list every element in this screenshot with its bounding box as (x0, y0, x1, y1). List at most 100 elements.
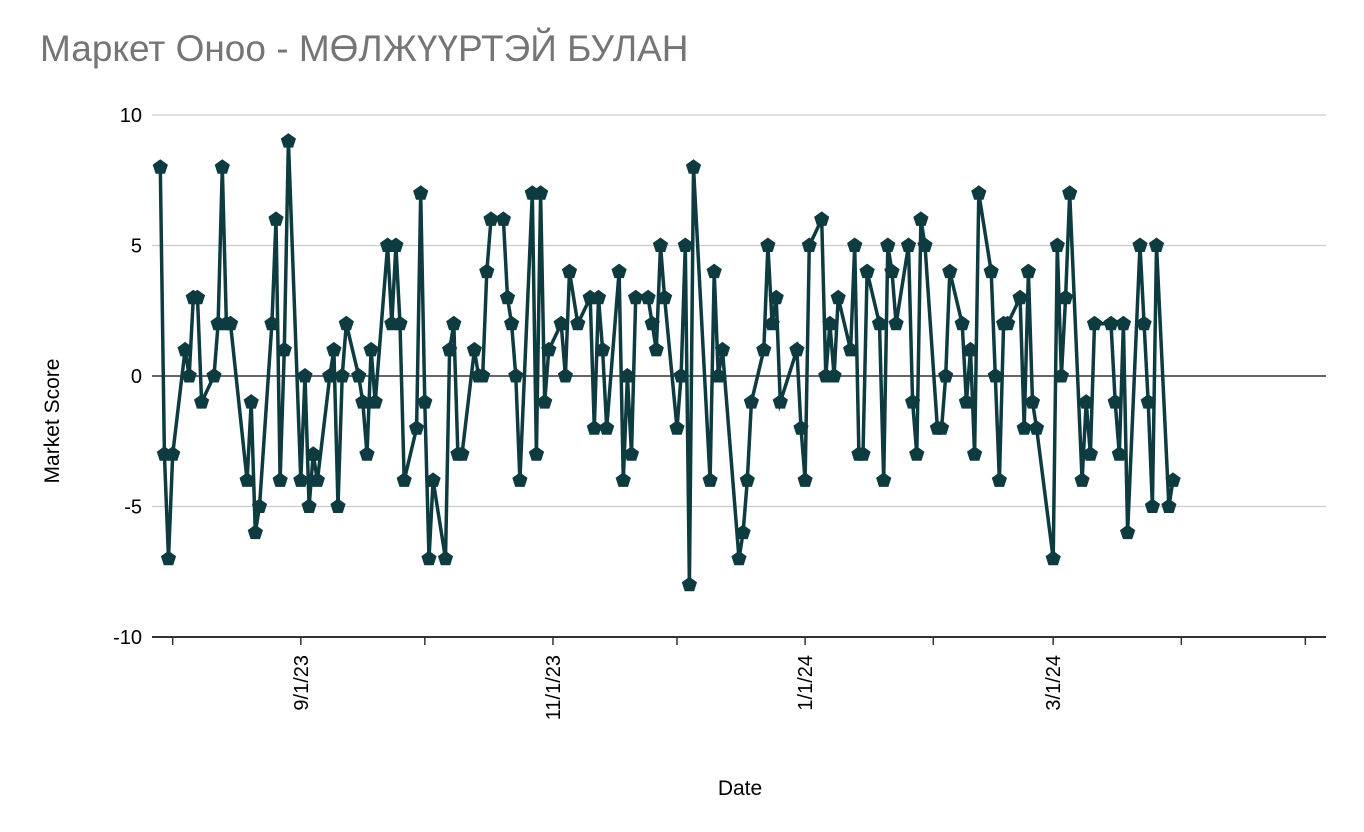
data-point (1049, 237, 1065, 252)
series-layer (152, 133, 1181, 592)
data-point (1136, 315, 1152, 331)
data-point (533, 185, 549, 200)
data-point (495, 211, 511, 226)
data-point (1082, 446, 1098, 461)
data-point (528, 446, 545, 461)
data-point (189, 289, 206, 305)
data-point (243, 394, 259, 409)
data-point (537, 394, 553, 409)
data-point (1029, 420, 1045, 435)
data-point (983, 263, 999, 279)
data-point (640, 289, 656, 305)
data-point (909, 446, 925, 461)
data-point (1144, 498, 1160, 513)
data-point (351, 368, 367, 383)
data-point (1024, 394, 1041, 409)
data-point (673, 368, 689, 383)
y-tick-label: -10 (113, 627, 142, 649)
data-point (760, 237, 776, 252)
y-axis-title: Market Score (41, 359, 64, 484)
data-point (222, 315, 239, 331)
data-point (165, 446, 181, 461)
data-point (1132, 237, 1148, 252)
data-point (652, 237, 669, 252)
data-point (917, 237, 933, 252)
data-point (611, 263, 627, 279)
data-point (669, 420, 685, 435)
data-point (623, 446, 640, 461)
data-point (1058, 289, 1074, 305)
data-point (1140, 394, 1156, 409)
data-point (194, 394, 210, 409)
data-point (479, 263, 495, 279)
x-axis-title: Date (718, 777, 762, 800)
data-point (206, 368, 222, 383)
data-point (991, 472, 1007, 487)
data-point (454, 446, 470, 461)
data-point (1078, 394, 1094, 409)
data-point (338, 315, 354, 331)
data-point (685, 159, 702, 174)
data-point (239, 472, 255, 487)
data-point (900, 237, 917, 252)
data-point (1115, 315, 1132, 331)
data-point (938, 368, 954, 383)
data-point (880, 237, 896, 252)
data-point (425, 472, 441, 487)
data-point (388, 237, 404, 252)
data-point (615, 472, 631, 487)
x-axis-ticks: 9/1/23 11/1/23 1/1/24 3/1/24 (291, 655, 1065, 720)
data-point (913, 211, 929, 226)
series-line (158, 141, 1175, 585)
data-point (499, 289, 516, 305)
data-point (330, 498, 346, 513)
data-point (1074, 472, 1090, 487)
data-point (681, 576, 697, 592)
x-tick-label: 11/1/23 (543, 655, 565, 720)
data-point (1053, 368, 1069, 383)
data-point (971, 185, 987, 200)
data-point (702, 472, 718, 487)
data-point (276, 341, 292, 357)
data-point (504, 315, 520, 331)
data-point (871, 315, 888, 331)
x-tick-label: 1/1/24 (795, 655, 817, 711)
y-tick-label: 10 (120, 105, 142, 127)
data-point (181, 368, 197, 383)
data-point (1165, 472, 1181, 487)
data-point (1016, 420, 1032, 435)
data-point (756, 341, 772, 357)
data-point (793, 420, 809, 435)
data-point (586, 420, 602, 435)
data-point (599, 420, 615, 435)
data-point (677, 237, 693, 252)
data-point (305, 446, 321, 461)
data-point (855, 446, 871, 461)
x-tick-label: 3/1/24 (1043, 655, 1065, 711)
data-point (714, 341, 731, 357)
data-point (768, 289, 784, 305)
data-point (1062, 185, 1078, 200)
data-point (392, 315, 408, 331)
data-point (466, 341, 482, 357)
data-point (334, 368, 350, 383)
data-point (888, 315, 904, 331)
data-point (355, 394, 371, 409)
data-point (177, 341, 193, 357)
data-point (814, 211, 830, 226)
data-point (764, 315, 780, 331)
data-point (710, 368, 726, 383)
data-point (437, 550, 454, 566)
data-point (409, 420, 425, 435)
data-point (905, 394, 921, 409)
data-point (417, 394, 433, 409)
data-point (628, 289, 644, 305)
data-point (322, 368, 338, 383)
data-point (706, 263, 722, 279)
data-point (657, 289, 673, 305)
data-point (268, 211, 284, 226)
data-point (264, 315, 280, 331)
data-point (1086, 315, 1103, 331)
data-point (859, 263, 875, 279)
data-point (251, 498, 268, 513)
